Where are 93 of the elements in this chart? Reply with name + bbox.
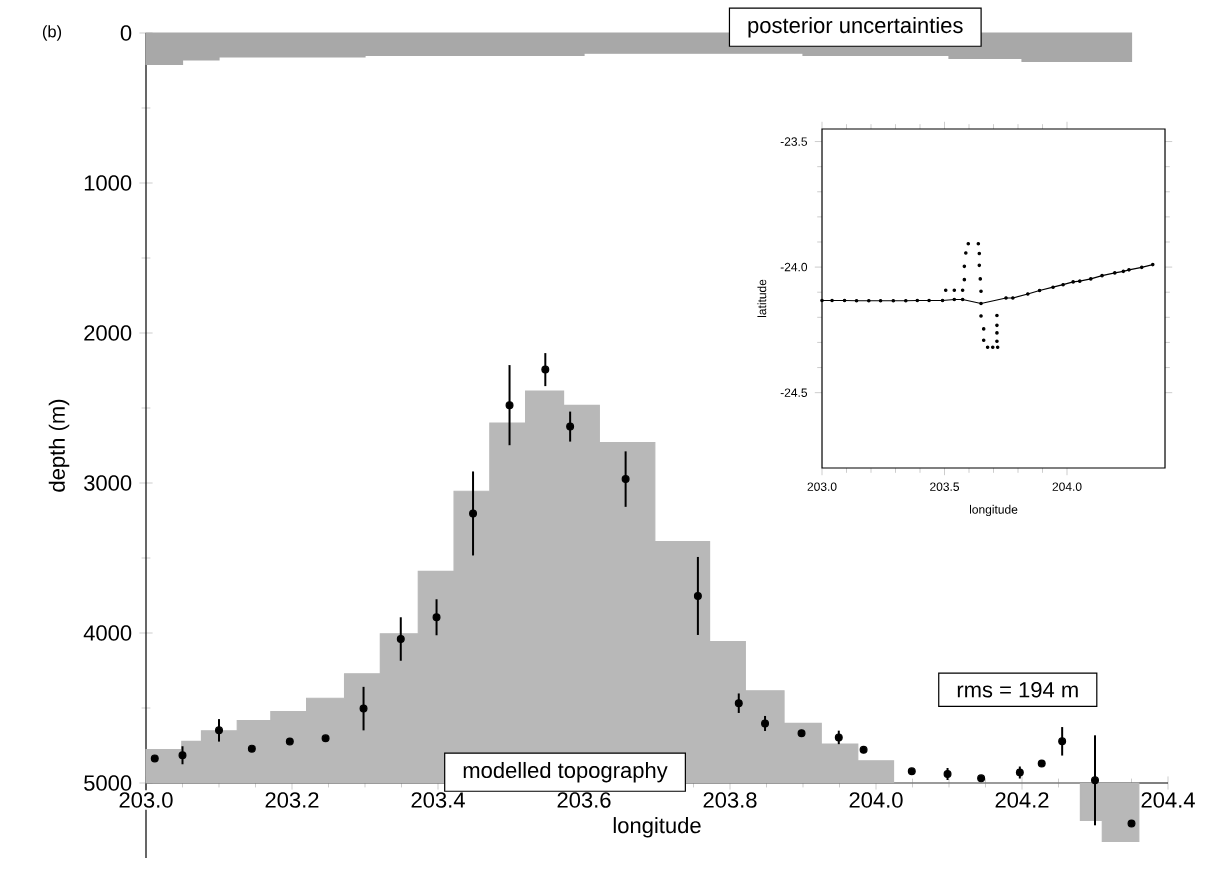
x-tick-label: 203.2 (265, 792, 319, 808)
point (964, 251, 968, 255)
annotation: rms = 194 m (957, 681, 1078, 698)
y-tick-label: -24.5 (780, 388, 808, 397)
point (979, 314, 983, 318)
y-tick-label: 3000 (84, 475, 132, 491)
point (505, 401, 514, 410)
point (915, 298, 920, 303)
point (621, 475, 630, 484)
y-tick-label: 4000 (83, 625, 132, 641)
y-tick-label: 0 (120, 25, 132, 41)
point (977, 263, 982, 268)
annotation: modelled topography (463, 761, 668, 783)
point (867, 298, 871, 303)
point (761, 719, 770, 728)
point (990, 345, 995, 350)
y-tick-label: -24.0 (780, 262, 808, 272)
point (1077, 279, 1082, 283)
point (432, 613, 441, 622)
x-tick-label: 204.0 (1052, 482, 1082, 491)
point (960, 297, 965, 302)
y-tick-label: -23.5 (780, 137, 808, 146)
point (469, 509, 478, 518)
y-tick-label: 1000 (84, 175, 132, 191)
point (979, 301, 983, 306)
point (1121, 269, 1126, 274)
x-tick-label: 203.0 (807, 482, 837, 491)
y-tick-label: 2000 (84, 325, 132, 341)
point (966, 241, 971, 246)
x-tick-label: 204.0 (849, 792, 903, 808)
point (842, 298, 847, 303)
point (962, 277, 967, 282)
point (995, 313, 999, 318)
y-tick-label: 5000 (84, 775, 132, 791)
point (995, 331, 999, 335)
point (952, 288, 957, 293)
point (1061, 282, 1065, 287)
point (1112, 271, 1117, 275)
point (215, 726, 223, 735)
point (734, 699, 743, 708)
point (985, 345, 990, 350)
point (1100, 273, 1104, 278)
point (960, 288, 965, 293)
point (1071, 280, 1075, 284)
text: (b) (42, 25, 62, 41)
point (854, 298, 859, 303)
x-tick-label: 204.4 (1141, 792, 1195, 808)
point (891, 298, 896, 303)
point (981, 327, 986, 331)
point (878, 298, 883, 303)
x-tick-label: 204.2 (995, 792, 1049, 808)
point (693, 591, 702, 600)
point (1011, 296, 1015, 300)
point (1150, 262, 1155, 267)
point (1139, 265, 1144, 270)
y-axis-title: latitude (757, 279, 767, 318)
point (940, 298, 945, 303)
point (943, 288, 948, 293)
x-tick-label: 203.4 (411, 792, 465, 808)
point (1004, 296, 1008, 300)
point (1037, 288, 1042, 293)
point (396, 635, 405, 644)
point (977, 251, 982, 256)
point (979, 289, 983, 294)
point (1058, 737, 1067, 746)
point (1088, 277, 1093, 281)
point (995, 339, 999, 343)
x-axis-title: longitude (969, 504, 1018, 517)
x-tick-label: 203.5 (930, 482, 960, 491)
point (904, 298, 908, 303)
point (952, 297, 957, 302)
point (178, 751, 187, 760)
point (566, 422, 575, 431)
annotation: posterior uncertainties (748, 16, 963, 38)
point (995, 323, 999, 328)
point (962, 264, 967, 269)
x-tick-label: 203.6 (557, 792, 611, 808)
x-axis-title: longitude (613, 817, 701, 838)
point (995, 345, 1000, 350)
point (541, 365, 550, 374)
x-tick-label: 203.0 (119, 792, 173, 808)
point (1026, 292, 1030, 296)
x-tick-label: 203.8 (703, 792, 757, 808)
point (1127, 268, 1131, 272)
point (1051, 285, 1055, 289)
point (1091, 776, 1100, 785)
point (978, 277, 983, 281)
point (820, 298, 824, 303)
y-axis-title: depth (m) (48, 399, 70, 492)
point (359, 704, 368, 713)
point (976, 241, 981, 246)
point (981, 338, 986, 342)
point (834, 733, 843, 742)
